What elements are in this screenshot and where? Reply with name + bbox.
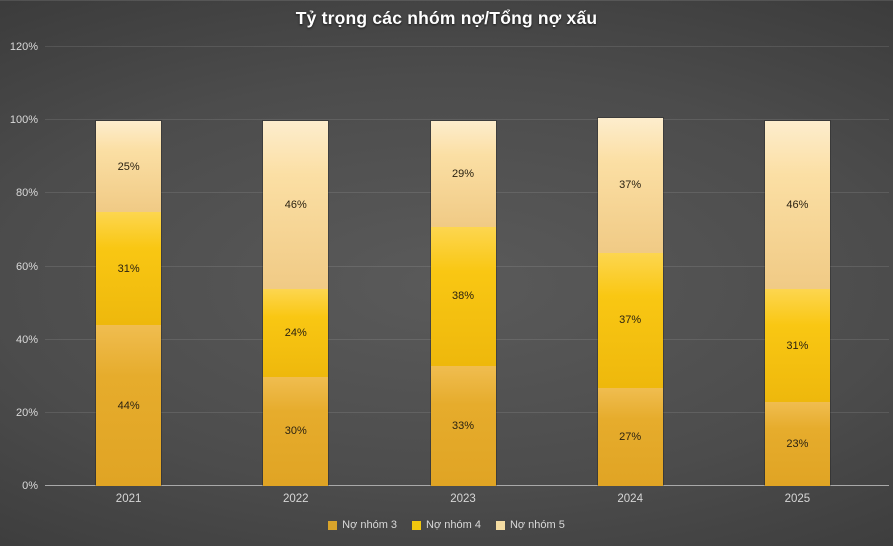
bar-segment-2022-series-1: 30% — [263, 376, 329, 486]
y-axis-tick-label: 60% — [15, 260, 38, 273]
legend: Nợ nhóm 3 Nợ nhóm 4 Nợ nhóm 5 — [0, 519, 893, 531]
data-label: 33% — [451, 419, 475, 432]
bar-2022: 30% 24% 46% — [262, 120, 330, 486]
bar-segment-2023-series-2: 38% — [430, 226, 496, 366]
bar-segment-2025-series-2: 31% — [764, 289, 830, 403]
data-label: 38% — [451, 290, 475, 303]
chart-title: Tỷ trọng các nhóm nợ/Tổng nợ xấu — [295, 8, 598, 28]
bar-segment-2024-series-1: 27% — [597, 387, 663, 486]
legend-label: Nợ nhóm 3 — [342, 519, 398, 531]
bar-segment-2022-series-3: 46% — [263, 121, 329, 289]
legend-label: Nợ nhóm 5 — [509, 519, 565, 531]
data-label: 23% — [786, 438, 809, 451]
gridline — [45, 46, 889, 47]
data-label: 46% — [786, 199, 809, 212]
bar-2024: 27% 37% 37% — [596, 116, 664, 486]
data-label: 24% — [284, 326, 307, 339]
legend-marker-icon — [412, 520, 422, 530]
bar-segment-2021-series-1: 44% — [96, 325, 162, 486]
data-label: 46% — [284, 199, 307, 212]
y-axis-tick-label: 100% — [9, 114, 38, 127]
y-axis-tick-label: 20% — [15, 406, 38, 419]
bar-segment-2024-series-2: 37% — [597, 252, 663, 388]
bar-segment-2023-series-1: 33% — [430, 365, 496, 486]
bar-segment-2025-series-1: 23% — [764, 402, 830, 486]
bar-segment-2025-series-3: 46% — [764, 121, 830, 289]
data-label: 44% — [117, 399, 140, 412]
data-label: 37% — [619, 314, 642, 326]
x-axis-category-label: 2025 — [784, 493, 811, 505]
y-axis-tick-label: 40% — [15, 333, 38, 346]
x-axis-category-label: 2023 — [450, 493, 476, 505]
y-axis-tick-label: 120% — [9, 41, 38, 53]
data-label: 25% — [117, 160, 140, 173]
data-label: 37% — [619, 179, 642, 192]
bar-segment-2024-series-3: 37% — [597, 117, 663, 253]
legend-marker-icon — [328, 520, 338, 530]
legend-item-2: Nợ nhóm 4 — [412, 519, 481, 531]
data-label: 30% — [284, 425, 307, 438]
bar-2025: 23% 31% 46% — [763, 120, 831, 486]
data-label: 29% — [451, 168, 475, 181]
bar-segment-2023-series-3: 29% — [430, 121, 496, 227]
bar-segment-2021-series-2: 31% — [96, 212, 162, 326]
plot-area: 44% 31% 25% 30% 24% 46% 33% 38% 29% 27% 37% 37% 23% 3… — [45, 46, 889, 486]
x-axis-category-label: 2022 — [282, 493, 309, 505]
y-axis-tick-label: 80% — [15, 187, 38, 200]
x-axis-category-label: 2021 — [115, 493, 142, 505]
bar-segment-2021-series-3: 25% — [96, 121, 162, 213]
legend-item-3: Nợ nhóm 5 — [495, 519, 565, 531]
x-axis-category-label: 2024 — [617, 493, 643, 505]
gridline — [45, 119, 889, 121]
legend-marker-icon — [495, 520, 505, 530]
data-label: 27% — [619, 430, 642, 443]
legend-item-1: Nợ nhóm 3 — [328, 519, 397, 531]
bar-segment-2022-series-2: 24% — [263, 288, 329, 377]
y-axis-tick-label: 0% — [22, 480, 38, 492]
legend-label: Nợ nhóm 4 — [426, 519, 481, 531]
bar-2023: 33% 38% 29% — [429, 120, 497, 486]
data-label: 31% — [117, 262, 140, 275]
bar-2021: 44% 31% 25% — [95, 120, 163, 486]
data-label: 31% — [786, 339, 809, 352]
